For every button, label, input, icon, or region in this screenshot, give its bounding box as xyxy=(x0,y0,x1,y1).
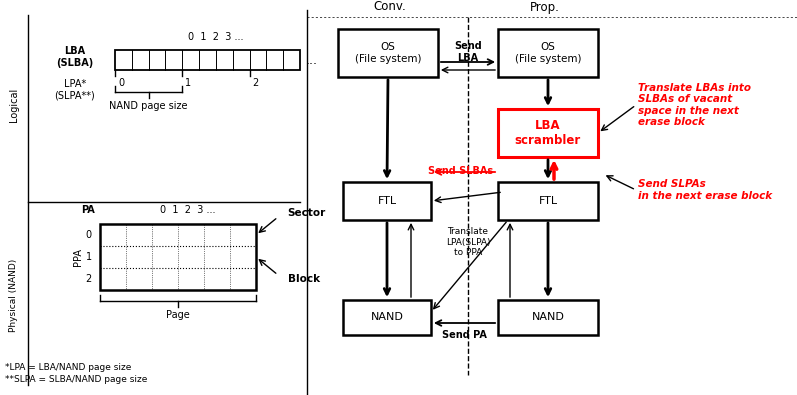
Text: Physical (NAND): Physical (NAND) xyxy=(10,258,18,332)
Text: LBA
(SLBA): LBA (SLBA) xyxy=(57,46,93,68)
Text: 0  1  2  3 ...: 0 1 2 3 ... xyxy=(188,32,244,42)
Text: Send SLPAs
in the next erase block: Send SLPAs in the next erase block xyxy=(638,179,772,201)
FancyBboxPatch shape xyxy=(115,50,300,70)
Text: PA: PA xyxy=(81,205,95,215)
Text: LBA
scrambler: LBA scrambler xyxy=(515,119,581,147)
Text: **SLPA = SLBA/NAND page size: **SLPA = SLBA/NAND page size xyxy=(5,374,147,384)
Text: Translate LBAs into
SLBAs of vacant
space in the next
erase block: Translate LBAs into SLBAs of vacant spac… xyxy=(638,83,751,128)
Text: Sector: Sector xyxy=(287,208,325,218)
Text: PPA: PPA xyxy=(73,248,83,266)
Text: Translate
LPA(SLPA)
to PPA: Translate LPA(SLPA) to PPA xyxy=(446,227,490,257)
Text: Send SLBAs: Send SLBAs xyxy=(428,166,493,176)
Text: NAND: NAND xyxy=(371,312,403,322)
FancyBboxPatch shape xyxy=(343,300,431,335)
Text: 2: 2 xyxy=(253,78,259,88)
Text: Prop.: Prop. xyxy=(530,0,560,13)
FancyBboxPatch shape xyxy=(343,182,431,220)
Text: 2: 2 xyxy=(86,274,92,284)
Text: OS
(File system): OS (File system) xyxy=(515,42,581,64)
Text: ...: ... xyxy=(306,53,318,66)
FancyBboxPatch shape xyxy=(498,300,598,335)
Text: 1: 1 xyxy=(185,78,191,88)
FancyBboxPatch shape xyxy=(498,29,598,77)
Text: 1: 1 xyxy=(86,252,92,262)
Text: NAND page size: NAND page size xyxy=(109,101,188,111)
Text: NAND: NAND xyxy=(532,312,564,322)
FancyBboxPatch shape xyxy=(338,29,438,77)
Text: Send
LBA: Send LBA xyxy=(454,41,482,63)
Text: *LPA = LBA/NAND page size: *LPA = LBA/NAND page size xyxy=(5,363,132,372)
FancyBboxPatch shape xyxy=(498,182,598,220)
Text: Send PA: Send PA xyxy=(442,330,487,340)
FancyBboxPatch shape xyxy=(100,224,256,290)
Text: Block: Block xyxy=(288,274,320,284)
Text: Page: Page xyxy=(166,310,190,320)
Text: FTL: FTL xyxy=(378,196,397,206)
Text: FTL: FTL xyxy=(539,196,558,206)
Text: 0: 0 xyxy=(118,78,124,88)
FancyBboxPatch shape xyxy=(498,109,598,157)
Text: 0: 0 xyxy=(86,230,92,240)
Text: 0  1  2  3 ...: 0 1 2 3 ... xyxy=(160,205,216,215)
Text: Conv.: Conv. xyxy=(374,0,406,13)
Text: LPA*
(SLPA**): LPA* (SLPA**) xyxy=(55,79,96,101)
Text: OS
(File system): OS (File system) xyxy=(355,42,422,64)
Text: Logical: Logical xyxy=(9,88,19,122)
